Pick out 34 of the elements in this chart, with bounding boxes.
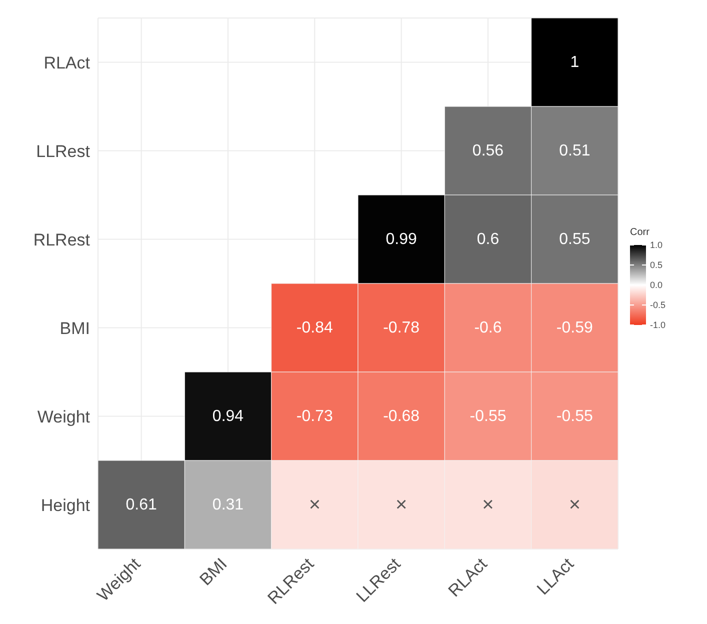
color-bar-label: 0.0 — [650, 280, 663, 290]
data-label: 0.61 — [126, 496, 158, 514]
data-label: -0.6 — [474, 319, 502, 336]
color-bar-label: 1.0 — [650, 240, 663, 250]
data-label: -0.68 — [383, 408, 420, 425]
y-tick-label: Weight — [37, 407, 90, 426]
data-label: -0.84 — [296, 319, 334, 336]
data-label: × — [482, 494, 494, 516]
data-label: -0.55 — [556, 408, 594, 425]
color-bar-label: 0.5 — [650, 260, 663, 270]
y-tick-label: RLAct — [44, 53, 90, 72]
data-label: -0.78 — [383, 319, 420, 336]
y-tick-label: BMI — [60, 318, 90, 338]
data-label: × — [395, 494, 408, 516]
data-label: 0.56 — [472, 142, 504, 160]
color-bar-label: -1.0 — [650, 320, 666, 330]
color-bar-label: -0.5 — [650, 300, 666, 310]
y-tick-label: RLRest — [33, 230, 90, 250]
data-label: -0.55 — [470, 408, 506, 425]
data-label: × — [308, 494, 321, 516]
data-label: 0.31 — [212, 496, 244, 514]
data-label: 0.51 — [559, 142, 590, 160]
y-tick-label: LLRest — [36, 142, 90, 161]
x-tick-label: BMI — [196, 554, 231, 590]
data-label: -0.59 — [556, 319, 594, 336]
data-label: 1 — [570, 54, 580, 71]
data-label: -0.73 — [296, 408, 334, 425]
y-tick-label: Height — [40, 496, 90, 515]
data-label: 0.6 — [476, 230, 500, 248]
data-label: × — [568, 494, 581, 516]
data-label: 0.94 — [212, 408, 244, 425]
color-bar-title: Corr — [630, 227, 650, 238]
data-label: 0.99 — [386, 230, 418, 248]
data-label: 0.55 — [559, 230, 590, 248]
